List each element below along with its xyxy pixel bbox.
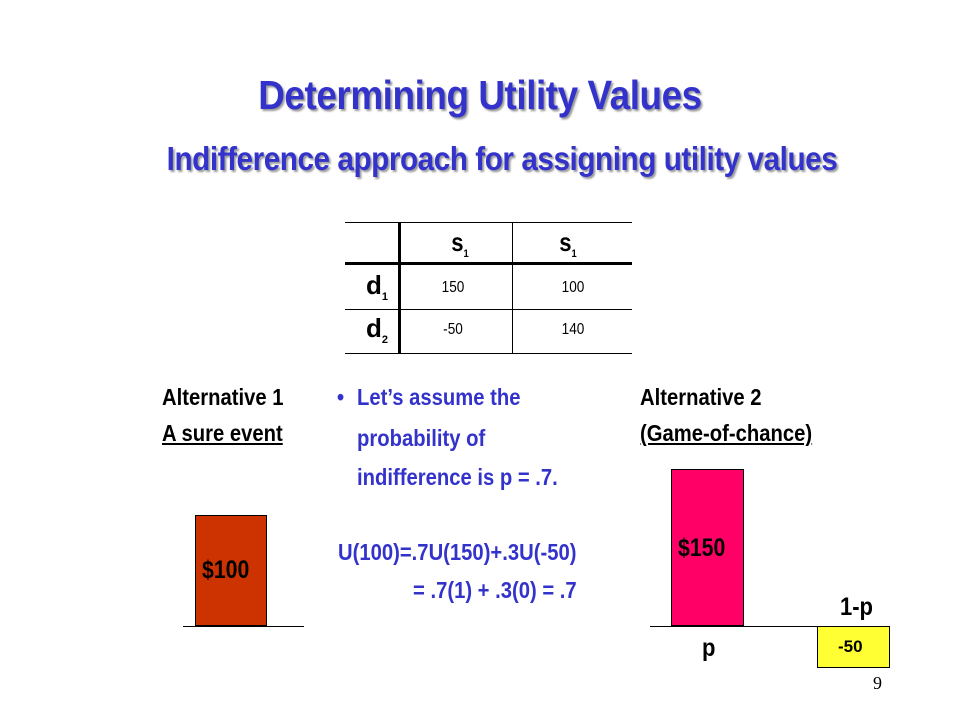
alternative2-title: Alternative 2 bbox=[640, 384, 762, 410]
table-top-border bbox=[345, 222, 632, 223]
alternative1-title: Alternative 1 bbox=[162, 384, 284, 410]
win-outcome-bar-label: $150 bbox=[678, 534, 726, 562]
slide-subtitle: Indifference approach for assigning util… bbox=[166, 140, 838, 177]
column-header-2: s1 bbox=[559, 227, 577, 261]
table-cell: 100 bbox=[561, 279, 585, 296]
row-label-2: d2 bbox=[366, 313, 389, 347]
explanation-bullet: • bbox=[337, 384, 345, 410]
equation-line-1: U(100)=.7U(150)+.3U(-50) bbox=[338, 539, 577, 565]
sure-event-bar bbox=[195, 515, 267, 626]
lose-probability-label: 1-p bbox=[840, 593, 873, 621]
table-cell: -50 bbox=[443, 321, 463, 338]
lose-outcome-bar-label: -50 bbox=[838, 637, 863, 656]
win-probability-label: p bbox=[702, 634, 716, 662]
alternative2-subtitle: (Game-of-chance) bbox=[640, 420, 813, 446]
equation-line-2: = .7(1) + .3(0) = .7 bbox=[413, 577, 577, 603]
table-label-divider bbox=[398, 222, 401, 354]
table-bottom-border bbox=[345, 353, 632, 354]
table-cell: 140 bbox=[561, 321, 585, 338]
win-outcome-bar bbox=[671, 469, 744, 626]
explanation-line-1: Let’s assume the bbox=[357, 384, 521, 410]
table-row-divider bbox=[345, 309, 632, 310]
column-header-1: s1 bbox=[451, 227, 469, 261]
lose-outcome-bar bbox=[817, 626, 890, 668]
explanation-line-2: probability of bbox=[357, 425, 486, 451]
alternative2-baseline bbox=[650, 626, 890, 627]
alternative1-baseline bbox=[183, 626, 304, 627]
alternative1-subtitle: A sure event bbox=[162, 420, 283, 446]
explanation-line-3: indifference is p = .7. bbox=[357, 464, 558, 490]
page-number: 9 bbox=[873, 673, 882, 693]
slide-title: Determining Utility Values bbox=[258, 72, 702, 118]
table-header-divider bbox=[345, 262, 632, 265]
sure-event-bar-label: $100 bbox=[202, 556, 250, 584]
table-cell: 150 bbox=[441, 279, 465, 296]
row-label-1: d1 bbox=[366, 270, 389, 304]
table-column-divider bbox=[512, 222, 513, 354]
